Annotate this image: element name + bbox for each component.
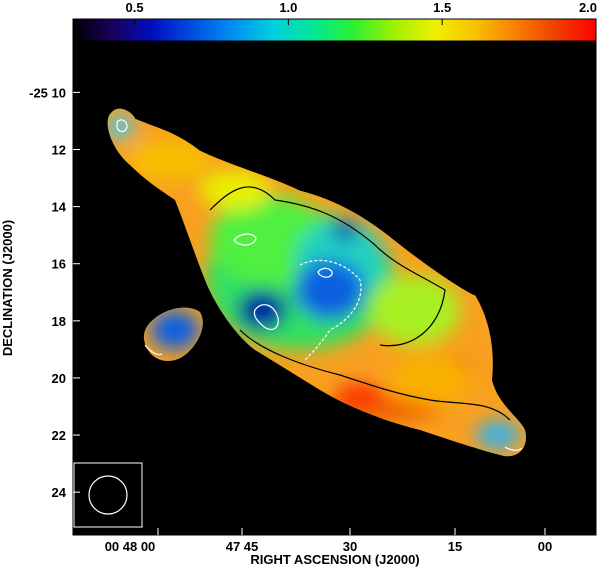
contour-low xyxy=(239,329,511,421)
contour-white-2 xyxy=(253,304,279,331)
contour-white-3 xyxy=(317,267,333,278)
contour-white-6 xyxy=(504,446,523,451)
x-tick-label: 00 48 00 xyxy=(105,539,156,554)
beam xyxy=(73,462,143,528)
colorbar-tick-label: 0.5 xyxy=(125,0,143,15)
x-axis: 00 48 00 47 45 30 15 00 xyxy=(105,528,552,554)
y-axis: -25 10 12 14 16 18 20 22 24 xyxy=(29,85,80,500)
contour-white-4 xyxy=(116,119,128,133)
y-axis-title: DECLINATION (J2000) xyxy=(0,220,15,356)
contour-white-1 xyxy=(233,233,257,246)
x-axis-title: RIGHT ASCENSION (J2000) xyxy=(250,552,419,567)
y-tick-label: 12 xyxy=(52,143,66,158)
y-tick-label: 24 xyxy=(52,485,67,500)
colorbar-tick-label: 1.5 xyxy=(433,0,451,15)
contours xyxy=(116,117,523,451)
colorbar-tick-label: 2.0 xyxy=(579,0,597,15)
contour-white-dash xyxy=(299,259,362,361)
colorbar-gradient xyxy=(72,18,597,42)
x-tick-label: 00 xyxy=(538,539,552,554)
x-tick-label: 15 xyxy=(448,539,462,554)
y-tick-label: -25 10 xyxy=(29,85,66,100)
beam-ellipse xyxy=(88,475,128,515)
y-tick-label: 16 xyxy=(52,257,66,272)
outer-contour xyxy=(134,117,476,296)
y-tick-label: 22 xyxy=(52,428,66,443)
beam-box xyxy=(73,462,143,528)
colorbar: 0.5 1.0 1.5 2.0 xyxy=(72,0,597,42)
contour-mid xyxy=(209,186,446,347)
contour-white-5 xyxy=(144,344,163,356)
y-tick-label: 18 xyxy=(52,314,66,329)
y-tick-label: 14 xyxy=(52,200,67,215)
colorbar-ticks: 0.5 1.0 1.5 2.0 xyxy=(125,0,597,25)
plot-area xyxy=(72,40,597,536)
y-tick-label: 20 xyxy=(52,371,66,386)
plot-frame xyxy=(72,40,597,536)
x-tick-label: 47 45 xyxy=(226,539,259,554)
x-tick-label: 30 xyxy=(343,539,357,554)
colorbar-tick-label: 1.0 xyxy=(279,0,297,15)
